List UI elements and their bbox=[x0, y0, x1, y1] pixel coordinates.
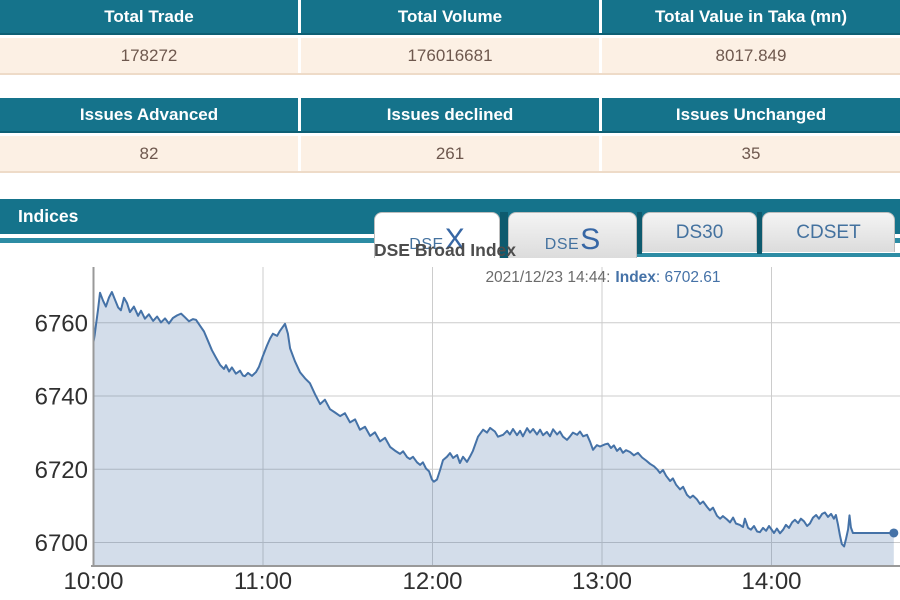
tab-dsex-prefix: DSE bbox=[409, 236, 444, 253]
total-trade-value: 178272 bbox=[0, 38, 298, 73]
x-axis-tick-label: 14:00 bbox=[741, 568, 801, 595]
x-axis-tick-label: 11:00 bbox=[234, 568, 292, 595]
chart-title: DSE Broad Index bbox=[374, 240, 516, 260]
issues-unchanged-header: Issues Unchanged bbox=[602, 98, 900, 131]
issues-table-value-row: 82 261 35 bbox=[0, 136, 900, 173]
tab-cdset-label: CDSET bbox=[796, 222, 861, 243]
x-axis-tick-label: 10:00 bbox=[63, 568, 123, 595]
index-line bbox=[92, 291, 894, 548]
y-axis-tick-label: 6760 bbox=[35, 310, 88, 337]
trade-table-header-row: Total Trade Total Volume Total Value in … bbox=[0, 0, 900, 35]
last-point-marker bbox=[889, 528, 899, 538]
y-axis-tick-label: 6720 bbox=[35, 457, 88, 484]
tooltip-series-name: Index bbox=[615, 269, 656, 286]
issues-declined-value: 261 bbox=[301, 136, 599, 171]
total-trade-header: Total Trade bbox=[0, 0, 298, 33]
trade-table-value-row: 178272 176016681 8017.849 bbox=[0, 38, 900, 75]
issues-table-header-row: Issues Advanced Issues declined Issues U… bbox=[0, 98, 900, 133]
tab-separator bbox=[757, 212, 762, 254]
chart-tooltip: 2021/12/23 14:44: Index: 6702.61 bbox=[485, 269, 720, 287]
tab-ds30-label: DS30 bbox=[675, 222, 724, 243]
total-volume-header: Total Volume bbox=[301, 0, 599, 33]
tab-dsex[interactable]: DSE X bbox=[374, 212, 500, 258]
issues-advanced-value: 82 bbox=[0, 136, 298, 171]
index-area-fill bbox=[93, 292, 894, 566]
tooltip-datetime: 2021/12/23 14:44: bbox=[485, 269, 611, 286]
y-axis-tick-label: 6700 bbox=[35, 530, 88, 557]
tooltip-value: : 6702.61 bbox=[655, 269, 721, 286]
tab-dsex-suffix: X bbox=[444, 223, 465, 256]
tabs-bottom-accent-line bbox=[598, 253, 900, 257]
index-area-chart[interactable]: 10:00 11:00 12:00 13:00 14:00 6700 6720 6740 676… bbox=[0, 240, 900, 600]
tab-cdset[interactable]: CDSET bbox=[762, 212, 895, 252]
tab-dses-suffix: S bbox=[580, 223, 601, 256]
x-axis-tick-label: 12:00 bbox=[402, 568, 462, 595]
tab-dses[interactable]: DSE S bbox=[508, 212, 637, 258]
tab-separator bbox=[637, 212, 642, 254]
total-volume-value: 176016681 bbox=[301, 38, 599, 73]
total-value-value: 8017.849 bbox=[602, 38, 900, 73]
x-axis-tick-label: 13:00 bbox=[572, 568, 632, 595]
issues-declined-header: Issues declined bbox=[301, 98, 599, 131]
issues-advanced-header: Issues Advanced bbox=[0, 98, 298, 131]
y-axis-tick-label: 6740 bbox=[35, 384, 88, 411]
tab-separator bbox=[500, 212, 508, 258]
issues-unchanged-value: 35 bbox=[602, 136, 900, 171]
indices-section-title: Indices bbox=[18, 206, 79, 226]
total-value-header: Total Value in Taka (mn) bbox=[602, 0, 900, 33]
tab-dses-prefix: DSE bbox=[544, 236, 580, 253]
tab-ds30[interactable]: DS30 bbox=[642, 212, 757, 252]
